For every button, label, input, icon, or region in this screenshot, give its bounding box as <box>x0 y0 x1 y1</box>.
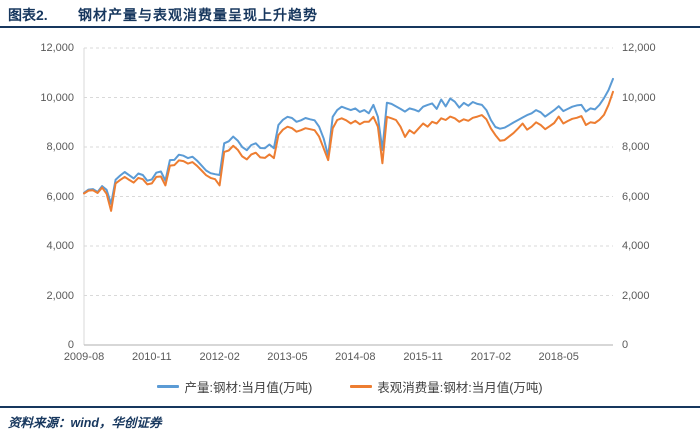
y-axis-tick-left: 8,000 <box>46 141 74 153</box>
title-divider <box>0 26 700 28</box>
legend-item-consumption: 表观消费量:钢材:当月值(万吨) <box>350 377 543 396</box>
figure-title: 钢材产量与表观消费量呈现上升趋势 <box>78 7 318 23</box>
y-axis-tick-left: 2,000 <box>46 289 74 302</box>
consumption-line-marker <box>350 385 373 388</box>
x-axis-tick: 2010-11 <box>132 351 172 363</box>
source-note: 资料来源：wind，华创证券 <box>8 416 162 430</box>
y-axis-tick-right: 2,000 <box>622 289 650 302</box>
production-line-marker <box>157 385 180 388</box>
figure-label: 图表2. <box>8 7 48 23</box>
legend-item-production: 产量:钢材:当月值(万吨) <box>157 377 312 396</box>
y-axis-tick-right: 10,000 <box>622 91 656 104</box>
footer-divider <box>0 406 700 408</box>
x-axis-tick: 2017-02 <box>470 351 512 363</box>
y-axis-tick-left: 10,000 <box>40 91 74 104</box>
x-axis-tick: 2018-05 <box>538 351 579 363</box>
y-axis-tick-right: 0 <box>622 339 629 351</box>
x-axis-tick: 2012-02 <box>199 351 240 363</box>
chart-legend: 产量:钢材:当月值(万吨) 表观消费量:钢材:当月值(万吨) <box>0 377 700 396</box>
consumption-legend-label: 表观消费量:钢材:当月值(万吨) <box>377 381 543 395</box>
x-axis-tick: 2009-08 <box>63 351 105 363</box>
consumption-line-series <box>83 90 614 212</box>
x-axis-tick: 2013-05 <box>267 351 308 363</box>
y-axis-tick-right: 12,000 <box>622 42 656 54</box>
y-axis-tick-left: 4,000 <box>46 240 74 252</box>
y-axis-tick-left: 12,000 <box>40 42 74 54</box>
y-axis-tick-left: 0 <box>67 339 74 351</box>
y-axis-tick-right: 4,000 <box>622 240 650 252</box>
production-line-series <box>83 77 614 205</box>
y-axis-tick-left: 6,000 <box>46 190 74 203</box>
production-legend-label: 产量:钢材:当月值(万吨) <box>184 381 313 395</box>
y-axis-tick-right: 6,000 <box>622 190 650 203</box>
y-axis-tick-right: 8,000 <box>622 141 650 153</box>
x-axis-tick: 2015-11 <box>403 351 443 363</box>
x-axis-tick: 2014-08 <box>335 351 376 363</box>
